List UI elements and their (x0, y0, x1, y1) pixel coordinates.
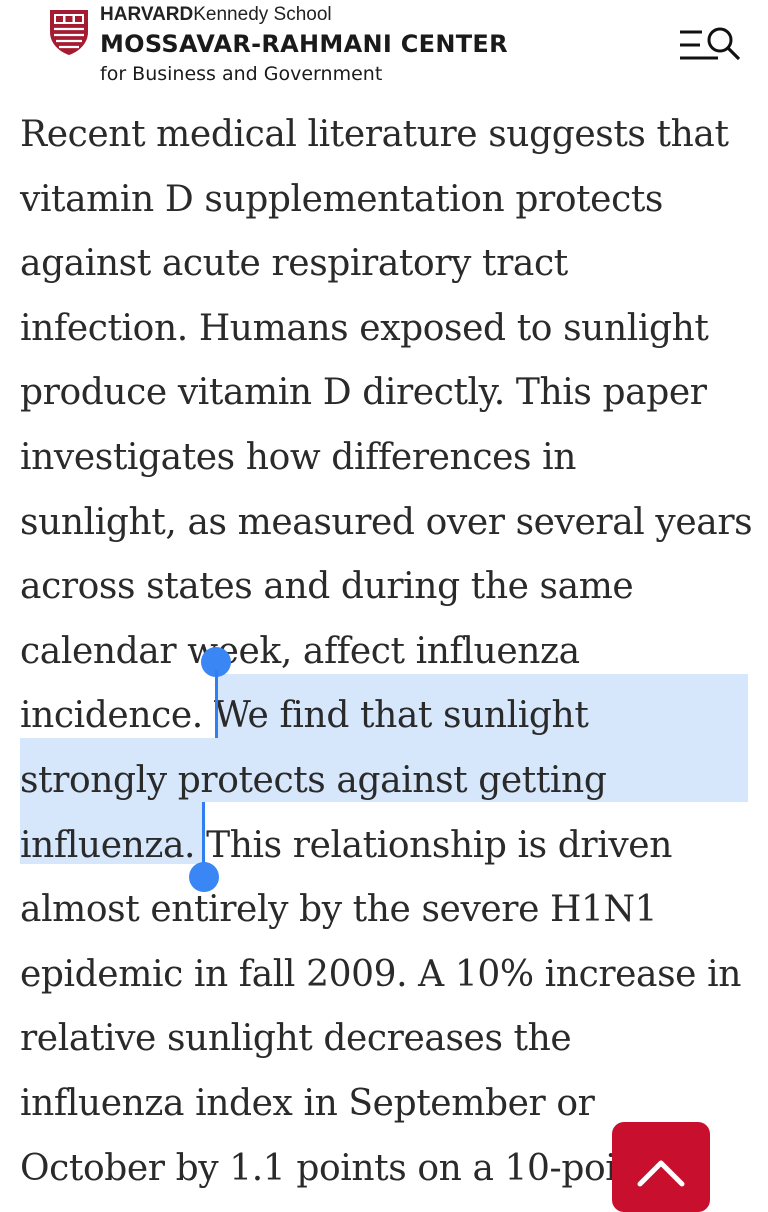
school-name-bold: HARVARD (100, 4, 194, 25)
unselected-text: incidence. (20, 695, 214, 737)
paragraph-line: almost entirely by the severe H1N1 (20, 889, 658, 931)
scroll-to-top-button[interactable] (612, 1122, 710, 1212)
paragraph-line: calendar week, affect influenza (20, 630, 580, 672)
center-name[interactable]: MOSSAVAR-RAHMANI CENTER (100, 30, 508, 58)
paragraph-line: produce vitamin D directly. This paper (20, 372, 707, 414)
paragraph-line: relative sunlight decreases the (20, 1018, 572, 1060)
harvard-shield-logo[interactable] (48, 8, 90, 56)
selected-text[interactable]: We find that sunlight (213, 695, 589, 737)
paragraph-line: against acute respiratory tract (20, 243, 568, 285)
menu-search-icon[interactable] (676, 24, 742, 66)
paragraph-line: epidemic in fall 2009. A 10% increase in (20, 953, 742, 995)
paragraph-line: influenza. This relationship is driven (20, 814, 760, 879)
article-body[interactable]: Recent medical literature suggests that … (20, 103, 760, 1201)
school-name[interactable]: HARVARDKennedy School (100, 4, 332, 26)
paragraph-line: strongly protects against getting (20, 749, 760, 814)
paragraph-line: influenza index in September or (20, 1082, 595, 1124)
paragraph-line: Recent medical literature suggests that (20, 114, 729, 155)
selection-highlight-line-3 (20, 802, 204, 864)
school-name-rest: Kennedy School (193, 4, 332, 25)
selected-text[interactable]: strongly protects against getting (20, 759, 607, 801)
chevron-up-icon (637, 1160, 685, 1187)
paragraph-line: incidence. We find that sunlight (20, 684, 760, 749)
unselected-text: This relationship is driven (195, 824, 672, 866)
paragraph-line: sunlight, as measured over several years (20, 501, 753, 543)
center-subtitle[interactable]: for Business and Government (100, 63, 383, 85)
paragraph-line: vitamin D supplementation protects (20, 178, 663, 220)
site-header: HARVARDKennedy School MOSSAVAR-RAHMANI C… (0, 0, 768, 100)
selected-text[interactable]: influenza. (20, 824, 196, 866)
selection-highlight-line-1 (218, 674, 748, 738)
selection-end-handle[interactable] (189, 862, 219, 892)
selection-highlight-line-2 (20, 738, 748, 802)
selection-end-caret (202, 802, 205, 868)
paragraph-line: investigates how differences in (20, 436, 577, 478)
paragraph-line: infection. Humans exposed to sunlight (20, 307, 709, 349)
paragraph-line: October by 1.1 points on a 10-poi (20, 1147, 617, 1189)
paragraph-line: across states and during the same (20, 566, 634, 608)
selection-start-caret (215, 670, 218, 738)
